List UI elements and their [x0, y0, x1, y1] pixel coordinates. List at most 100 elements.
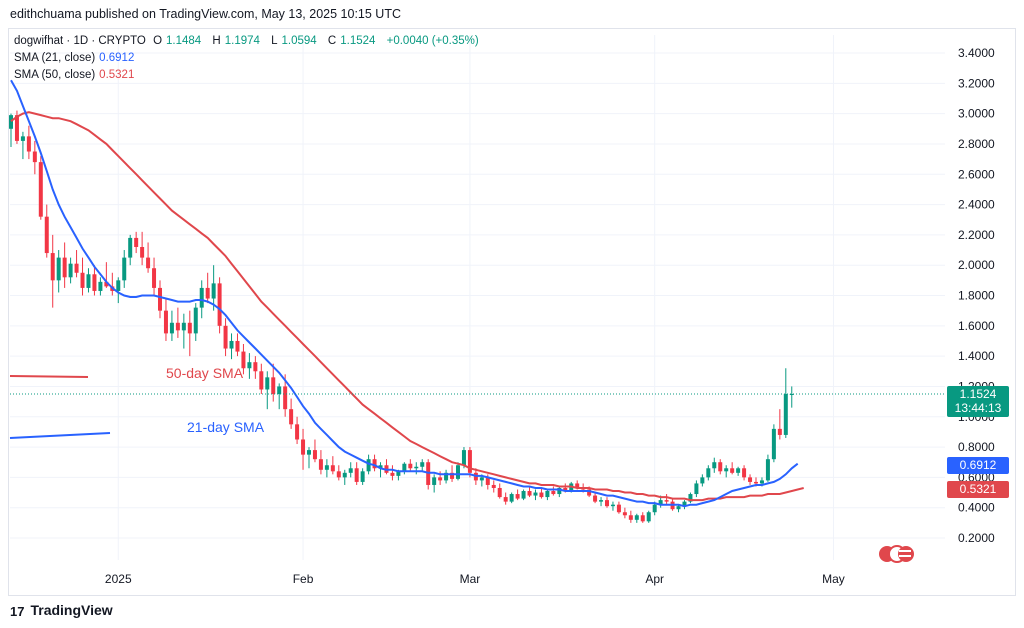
candle	[378, 462, 383, 478]
candle	[432, 474, 437, 493]
candle	[640, 512, 645, 523]
candle	[390, 465, 395, 481]
candles-layer	[9, 110, 794, 523]
candle	[128, 234, 133, 266]
candle-body	[175, 322, 180, 331]
candle-body	[479, 477, 484, 481]
candle-body	[783, 394, 788, 435]
candle	[676, 504, 681, 513]
sma50-annotation: 50-day SMA	[166, 365, 244, 381]
candle	[175, 307, 180, 338]
candle-body	[116, 280, 121, 291]
candle-body	[467, 450, 472, 473]
axis-layer: 3.4000 3.2000 3.0000 2.8000 2.6000 2.4000 2.20…	[105, 46, 995, 586]
candle-body	[754, 481, 758, 484]
candle-body	[557, 487, 562, 495]
candle-body	[688, 494, 693, 502]
close-label: C 1.1524	[327, 35, 376, 47]
candle	[402, 462, 407, 475]
candle-body	[420, 462, 425, 467]
tradingview-logo-icon: 17	[10, 603, 25, 619]
candle-body	[587, 489, 592, 496]
x-tick-label: Apr	[645, 572, 664, 586]
candle-body	[271, 377, 276, 395]
candle-body	[533, 492, 538, 496]
candle	[372, 454, 377, 472]
tradingview-brand: 17 TradingView	[10, 602, 113, 619]
candle	[312, 439, 317, 463]
candle-body	[390, 472, 395, 476]
candle	[163, 298, 168, 341]
candle-body	[152, 268, 157, 288]
candle	[181, 313, 186, 349]
candle	[622, 507, 627, 519]
candle-body	[456, 465, 460, 479]
candle-body	[444, 472, 449, 481]
x-tick-label: Mar	[460, 572, 481, 586]
candle-body	[545, 491, 550, 498]
candle	[38, 156, 43, 220]
candle-body	[235, 340, 240, 352]
candle	[26, 125, 31, 160]
candle	[324, 459, 329, 478]
candle-body	[450, 472, 455, 479]
candle	[116, 277, 121, 304]
sma21-price-tag: 0.6912	[947, 457, 1009, 474]
candle-body	[634, 515, 639, 520]
candle-body	[605, 500, 609, 507]
candle-body	[700, 477, 705, 484]
candle-body	[205, 287, 210, 299]
candle	[700, 474, 705, 487]
candle	[110, 272, 115, 296]
candle	[68, 257, 73, 284]
y-tick-label: 1.8000	[958, 289, 995, 303]
candle	[104, 262, 109, 288]
candle-body	[223, 325, 228, 349]
candle	[307, 447, 311, 469]
candle-body	[158, 287, 162, 311]
candle	[545, 489, 550, 501]
candle-body	[461, 450, 466, 466]
candle-body	[742, 468, 747, 478]
candle-body	[348, 468, 353, 473]
sma-layer	[10, 79, 804, 508]
candle-body	[748, 477, 753, 482]
candle	[211, 265, 216, 311]
x-tick-label: 2025	[105, 572, 132, 586]
candle	[527, 486, 532, 498]
candle	[664, 494, 669, 505]
candle-body	[378, 465, 383, 469]
candle	[20, 131, 25, 160]
symbol-label: dogwifhat · 1D · CRYPTO	[14, 35, 146, 47]
candle	[730, 462, 735, 475]
candle	[74, 250, 79, 278]
candle-body	[134, 237, 139, 247]
candle	[718, 459, 723, 475]
candle-body	[9, 115, 13, 129]
candle-body	[181, 322, 186, 331]
candle-body	[229, 340, 234, 349]
candle	[605, 497, 609, 508]
publisher-line: edithchuama published on TradingView.com…	[10, 7, 401, 21]
candle	[217, 277, 222, 334]
candle	[265, 371, 270, 410]
flag-icon[interactable]	[879, 544, 915, 564]
candle-body	[169, 322, 174, 334]
candle-body	[289, 409, 294, 425]
candle	[628, 510, 633, 523]
candle	[503, 492, 508, 505]
candle-body	[736, 468, 741, 473]
candle-body	[372, 459, 377, 469]
candle-body	[342, 472, 347, 478]
candle-body	[354, 468, 359, 482]
candle	[9, 113, 13, 147]
candle-body	[330, 465, 335, 472]
candle	[467, 447, 472, 478]
candle	[187, 310, 192, 357]
candle-body	[163, 310, 168, 334]
candle	[724, 465, 729, 478]
candle	[253, 356, 258, 379]
candle-body	[50, 253, 55, 281]
candle	[599, 497, 604, 507]
